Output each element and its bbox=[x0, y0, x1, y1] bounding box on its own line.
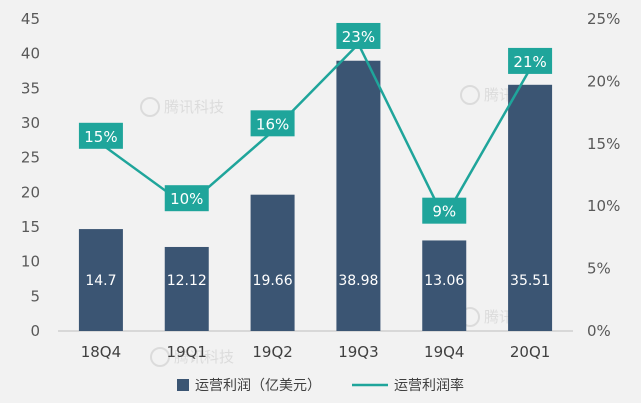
category-labels: 18Q4 19Q1 19Q2 19Q3 19Q4 20Q1 bbox=[81, 343, 551, 361]
legend-bar-label: 运营利润（亿美元） bbox=[195, 378, 321, 394]
legend: 运营利润（亿美元） 运营利润率 bbox=[177, 377, 464, 394]
bar-value-label: 12.12 bbox=[167, 273, 207, 289]
bar-value-label: 19.66 bbox=[253, 273, 293, 289]
watermark-text: 腾讯科技 bbox=[174, 348, 234, 366]
bar-value-label: 38.98 bbox=[338, 273, 378, 289]
bar-value-label: 35.51 bbox=[510, 273, 550, 289]
bar-value-label: 13.06 bbox=[424, 273, 464, 289]
rate-label-box bbox=[250, 110, 295, 137]
category-label: 19Q4 bbox=[424, 343, 464, 361]
rate-label-box bbox=[422, 197, 467, 224]
right-axis-tick-label: 25% bbox=[587, 10, 620, 28]
rate-value-label: 16% bbox=[256, 115, 289, 133]
bar bbox=[422, 240, 467, 331]
rate-value-label: 23% bbox=[342, 28, 375, 46]
left-axis: 0 5 10 15 20 25 30 35 40 45 bbox=[21, 10, 40, 340]
category-label: 18Q4 bbox=[81, 343, 121, 361]
watermark: 腾讯科技 bbox=[140, 97, 224, 117]
rate-value-label: 21% bbox=[513, 53, 546, 71]
bar bbox=[250, 194, 295, 331]
bar bbox=[508, 84, 553, 331]
rate-value-label: 10% bbox=[170, 190, 203, 208]
bar bbox=[336, 60, 381, 331]
left-axis-tick-label: 40 bbox=[21, 45, 40, 63]
left-axis-tick-label: 25 bbox=[21, 149, 40, 167]
rate-value-label: 9% bbox=[432, 203, 456, 221]
watermark-text: 腾讯科技 bbox=[164, 98, 224, 116]
legend-line-label: 运营利润率 bbox=[394, 377, 464, 394]
left-axis-tick-label: 30 bbox=[21, 114, 40, 132]
watermark-logo-icon bbox=[460, 85, 480, 105]
right-axis-tick-label: 10% bbox=[587, 197, 620, 215]
category-label: 19Q3 bbox=[338, 343, 378, 361]
right-axis-tick-label: 0% bbox=[587, 322, 611, 340]
bar bbox=[164, 246, 209, 331]
bar-series: 14.7 12.12 19.66 38.98 13.06 35.51 bbox=[78, 60, 553, 331]
left-axis-tick-label: 15 bbox=[21, 218, 40, 236]
left-axis-tick-label: 10 bbox=[21, 253, 40, 271]
legend-bar-swatch bbox=[177, 379, 189, 391]
left-axis-tick-label: 20 bbox=[21, 183, 40, 201]
watermark-logo-icon bbox=[140, 97, 160, 117]
rate-label-box bbox=[78, 122, 123, 149]
line-series: 15% 10% 16% 23% 9% 21% bbox=[78, 22, 553, 224]
right-axis-tick-label: 20% bbox=[587, 72, 620, 90]
right-axis-tick-label: 5% bbox=[587, 260, 611, 278]
bar bbox=[78, 229, 123, 331]
category-label: 20Q1 bbox=[510, 343, 550, 361]
category-label: 19Q2 bbox=[252, 343, 292, 361]
bar-value-label: 14.7 bbox=[85, 273, 116, 289]
rate-value-label: 15% bbox=[84, 128, 117, 146]
left-axis-tick-label: 0 bbox=[30, 322, 40, 340]
watermark-logo-icon bbox=[150, 347, 170, 367]
left-axis-tick-label: 45 bbox=[21, 10, 40, 28]
category-label: 19Q1 bbox=[167, 343, 207, 361]
left-axis-tick-label: 5 bbox=[30, 287, 40, 305]
left-axis-tick-label: 35 bbox=[21, 79, 40, 97]
right-axis-tick-label: 15% bbox=[587, 135, 620, 153]
rate-label-box bbox=[508, 47, 553, 74]
right-axis: 0% 5% 10% 15% 20% 25% bbox=[587, 10, 620, 340]
watermark: 腾讯科技 bbox=[150, 347, 234, 367]
rate-label-box bbox=[164, 185, 209, 212]
rate-label-box bbox=[336, 22, 381, 49]
